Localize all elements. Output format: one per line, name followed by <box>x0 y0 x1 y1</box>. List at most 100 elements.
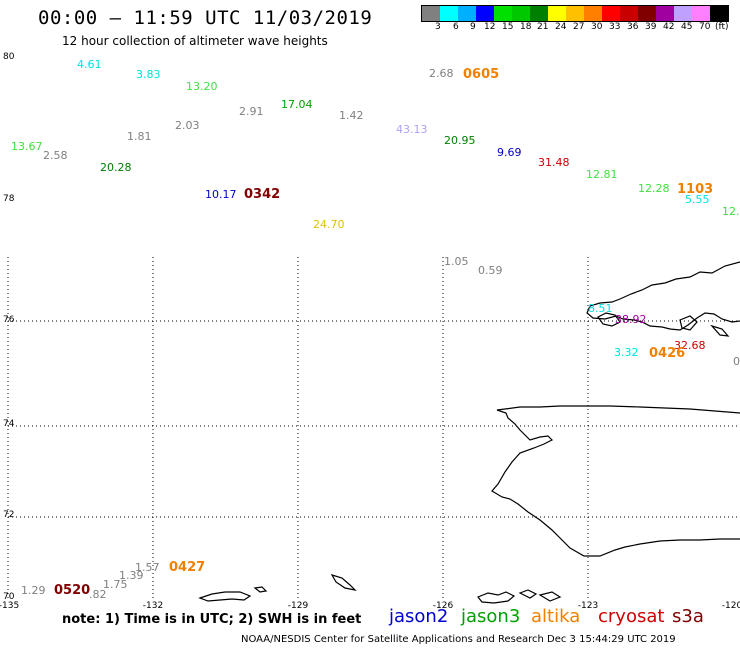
scale-swatch <box>602 6 620 21</box>
scale-label: 27 <box>573 22 585 32</box>
legend-altika: altika <box>531 606 581 627</box>
pass-time-label: 0605 <box>463 67 500 82</box>
swh-value: 12.3 <box>722 205 740 218</box>
scale-label: 70 <box>699 22 711 32</box>
scale-swatch <box>422 6 440 21</box>
map-subtitle: 12 hour collection of altimeter wave hei… <box>62 34 328 48</box>
scale-label: 9 <box>470 22 476 32</box>
scale-swatch <box>548 6 566 21</box>
lon-label: -123 <box>577 601 599 611</box>
scale-swatch <box>530 6 548 21</box>
scale-swatch <box>710 6 728 21</box>
scale-swatch <box>494 6 512 21</box>
lat-label: 72 <box>3 510 15 520</box>
swh-value: 1.05 <box>444 255 469 268</box>
scale-swatch <box>584 6 602 21</box>
lon-label: -126 <box>432 601 454 611</box>
scale-label: 30 <box>591 22 603 32</box>
swh-value: 13.20 <box>186 80 218 93</box>
scale-label: 15 <box>502 22 514 32</box>
pass-time-label: 0427 <box>169 560 206 575</box>
lat-label: 76 <box>3 315 15 325</box>
swh-value: 43.13 <box>396 123 428 136</box>
swh-value: 10.17 <box>205 188 237 201</box>
scale-label: 36 <box>627 22 639 32</box>
scale-swatch <box>458 6 476 21</box>
lon-label: -132 <box>142 601 164 611</box>
swh-value: 3.83 <box>136 68 161 81</box>
swh-value: 17.04 <box>281 98 313 111</box>
scale-swatch <box>440 6 458 21</box>
swh-value: 32.68 <box>674 339 706 352</box>
swh-value: 9.69 <box>497 146 522 159</box>
swh-value: 4.61 <box>77 58 102 71</box>
scale-label: 3 <box>435 22 441 32</box>
scale-label: (ft) <box>715 22 729 32</box>
scale-label: 12 <box>484 22 496 32</box>
swh-value: 20.95 <box>444 134 476 147</box>
swh-value: 5.55 <box>685 193 710 206</box>
graticule <box>7 257 740 600</box>
coastline <box>198 261 740 604</box>
legend-jason2: jason2 <box>389 606 449 627</box>
swh-value: 2.58 <box>43 149 68 162</box>
scale-label: 21 <box>537 22 549 32</box>
swh-value: 24.70 <box>313 218 345 231</box>
map-title: 00:00 – 11:59 UTC 11/03/2019 <box>38 7 373 29</box>
swh-value: 2.68 <box>429 67 454 80</box>
swh-value: 12.28 <box>638 182 670 195</box>
swh-value: 1.29 <box>21 584 46 597</box>
lat-label: 78 <box>3 194 15 204</box>
legend-s3a: s3a <box>672 606 704 627</box>
scale-label: 6 <box>453 22 459 32</box>
scale-label: 39 <box>645 22 657 32</box>
lon-label: -135 <box>0 601 20 611</box>
scale-label: 42 <box>663 22 675 32</box>
credit-line: NOAA/NESDIS Center for Satellite Applica… <box>241 634 676 645</box>
scale-swatch <box>656 6 674 21</box>
scale-swatch <box>620 6 638 21</box>
swh-value: .82 <box>89 588 107 601</box>
pass-time-label: 0426 <box>649 346 686 361</box>
scale-swatch <box>512 6 530 21</box>
scale-label: 45 <box>681 22 693 32</box>
swh-value: 38.92 <box>615 313 647 326</box>
legend-jason3: jason3 <box>461 606 521 627</box>
pass-time-label: 1103 <box>677 182 714 197</box>
scale-label: 18 <box>520 22 532 32</box>
units-note: note: 1) Time is in UTC; 2) SWH is in fe… <box>62 612 362 627</box>
swh-value: 1.39 <box>119 569 144 582</box>
lat-label: 70 <box>3 592 15 602</box>
pass-time-label: 0520 <box>54 583 91 598</box>
scale-swatch <box>692 6 710 21</box>
legend-cryosat: cryosat <box>598 606 665 627</box>
swh-value: 1.81 <box>127 130 152 143</box>
swh-value: 2.03 <box>175 119 200 132</box>
scale-swatch <box>674 6 692 21</box>
swh-value: 13.67 <box>11 140 43 153</box>
lon-label: -129 <box>287 601 309 611</box>
swh-value: 1.42 <box>339 109 364 122</box>
lat-label: 80 <box>3 52 15 62</box>
swh-value: 1.75 <box>103 578 128 591</box>
swh-value: 0 <box>733 355 740 368</box>
scale-swatch <box>638 6 656 21</box>
swh-value: 8.51 <box>588 302 613 315</box>
lon-label: -120 <box>721 601 740 611</box>
swh-value: 3.32 <box>614 346 639 359</box>
scale-label: 24 <box>555 22 567 32</box>
swh-value: 12.81 <box>586 168 618 181</box>
pass-time-label: 0342 <box>244 187 281 202</box>
scale-swatch <box>476 6 494 21</box>
scale-swatch <box>566 6 584 21</box>
lat-label: 74 <box>3 419 15 429</box>
swh-value: 20.28 <box>100 161 132 174</box>
swh-value: 2.91 <box>239 105 264 118</box>
swh-value: 1.57 <box>135 561 160 574</box>
scale-label: 33 <box>609 22 621 32</box>
swh-value: 31.48 <box>538 156 570 169</box>
color-scale-bar <box>421 5 729 22</box>
swh-value: 0.59 <box>478 264 503 277</box>
